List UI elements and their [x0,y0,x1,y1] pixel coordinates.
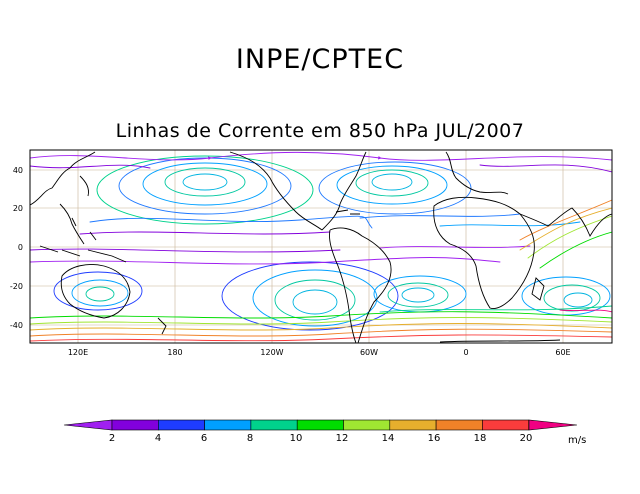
colorbar-cell-7 [389,419,437,431]
organization-title: INPE/CPTEC [235,44,405,75]
colorbar-cell-6 [343,419,391,431]
colorbar-tick-4: 4 [154,433,162,444]
lat-label-minus40: -40 [9,321,23,330]
colorbar-tick-6: 6 [200,433,208,444]
lon-label-60e: 60E [555,348,571,357]
colorbar-cell-1 [111,419,159,431]
colorbar-cell-4 [250,419,298,431]
lon-label-120e: 120E [67,348,89,357]
colorbar-tick-20: 20 [519,433,533,444]
colorbar-tick-8: 8 [246,433,254,444]
colorbar-cell-3 [204,419,252,431]
colorbar-left-arrow [63,419,113,431]
streamlines [30,151,612,342]
colorbar [63,419,578,431]
map-title: Linhas de Corrente em 850 hPa JUL/2007 [115,120,525,142]
colorbar-tick-10: 10 [289,433,303,444]
map-frame [29,149,613,344]
lat-label-20: 20 [12,204,23,213]
lon-label-120w: 120W [260,348,284,357]
colorbar-tick-2: 2 [108,433,116,444]
colorbar-cell-2 [158,419,205,431]
colorbar-cell-5 [296,419,344,431]
colorbar-tick-18: 18 [473,433,487,444]
colorbar-cell-8 [435,419,483,431]
lat-label-minus20: -20 [9,282,23,291]
lat-label-40: 40 [12,166,23,175]
lon-label-180: 180 [167,348,183,357]
colorbar-tick-16: 16 [427,433,441,444]
colorbar-cell-9 [482,419,529,431]
colorbar-right-arrow [528,419,578,431]
colorbar-tick-12: 12 [335,433,349,444]
lon-label-60w: 60W [359,348,379,357]
colorbar-tick-14: 14 [381,433,395,444]
colorbar-unit: m/s [568,435,587,446]
coastlines [30,151,612,343]
lat-lon-grid [30,150,612,343]
lon-label-0: 0 [463,348,469,357]
lat-label-0: 0 [17,243,23,252]
